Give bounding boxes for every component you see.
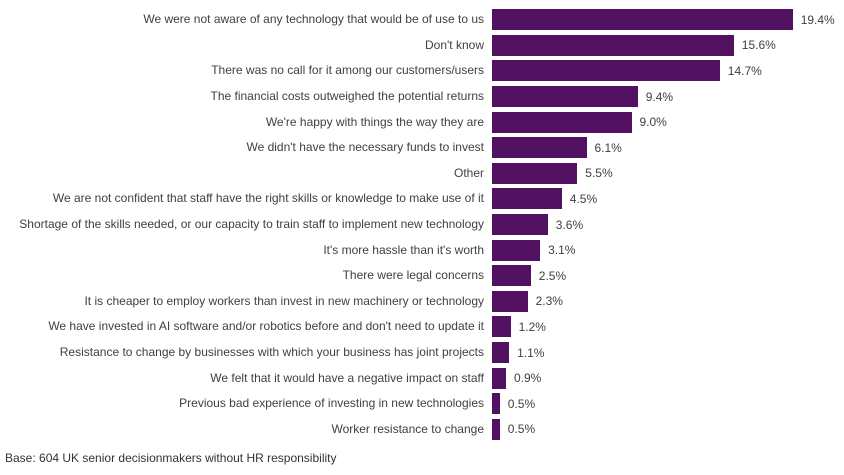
category-label: Previous bad experience of investing in …: [179, 396, 484, 411]
category-label: It's more hassle than it's worth: [323, 242, 484, 257]
bar-row: Shortage of the skills needed, or our ca…: [0, 212, 844, 238]
bar-track: 0.9%: [492, 367, 542, 389]
category-label: We were not aware of any technology that…: [143, 12, 484, 27]
bar-track: 6.1%: [492, 137, 622, 159]
bar-track: 4.5%: [492, 188, 598, 210]
value-label: 4.5%: [569, 191, 598, 206]
value-label: 0.9%: [514, 371, 542, 386]
bar: [492, 188, 562, 210]
category-label: Worker resistance to change: [331, 421, 484, 436]
bar: [492, 60, 720, 82]
bar-track: 9.4%: [492, 86, 674, 108]
value-label: 9.0%: [639, 115, 667, 130]
category-label: We didn't have the necessary funds to in…: [246, 140, 484, 155]
value-label: 5.5%: [585, 166, 613, 181]
bar-row: We felt that it would have a negative im…: [0, 365, 844, 391]
bar-track: 0.5%: [492, 393, 536, 415]
value-label: 1.2%: [518, 319, 546, 334]
bar: [492, 86, 638, 108]
bar-track: 15.6%: [492, 34, 776, 56]
category-label: It is cheaper to employ workers than inv…: [84, 293, 484, 308]
category-label: We're happy with things the way they are: [265, 114, 484, 129]
horizontal-bar-chart: We were not aware of any technology that…: [0, 7, 844, 442]
bar-row: We're happy with things the way they are…: [0, 109, 844, 135]
bar-row: Previous bad experience of investing in …: [0, 391, 844, 417]
bar: [492, 265, 531, 287]
category-label: The financial costs outweighed the poten…: [210, 88, 485, 103]
bar: [492, 367, 506, 389]
category-label: There was no call for it among our custo…: [211, 63, 484, 78]
bar-track: 9.0%: [492, 111, 667, 133]
category-label: We felt that it would have a negative im…: [210, 370, 484, 385]
bar-row: There was no call for it among our custo…: [0, 58, 844, 84]
category-label: There were legal concerns: [342, 268, 484, 283]
bar-row: We were not aware of any technology that…: [0, 7, 844, 33]
bar-track: 1.2%: [492, 316, 546, 338]
bar-row: Other 5.5%: [0, 161, 844, 187]
bar: [492, 316, 511, 338]
bar-track: 14.7%: [492, 60, 762, 82]
bar-row: Resistance to change by businesses with …: [0, 340, 844, 366]
category-label: We are not confident that staff have the…: [52, 191, 484, 206]
value-label: 19.4%: [800, 12, 835, 27]
bar-track: 3.6%: [492, 214, 584, 236]
category-label: We have invested in AI software and/or r…: [48, 319, 484, 334]
bar-row: It's more hassle than it's worth 3.1%: [0, 237, 844, 263]
category-label: Don't know: [425, 37, 484, 52]
bar-row: There were legal concerns 2.5%: [0, 263, 844, 289]
bar-track: 19.4%: [492, 9, 835, 31]
value-label: 9.4%: [645, 89, 674, 104]
value-label: 15.6%: [741, 38, 776, 53]
base-note: Base: 604 UK senior decisionmakers witho…: [5, 451, 337, 465]
bar: [492, 34, 734, 56]
bar: [492, 214, 548, 236]
value-label: 3.1%: [548, 243, 576, 258]
bar: [492, 418, 500, 440]
bar: [492, 162, 578, 184]
value-label: 3.6%: [555, 217, 584, 232]
bar-track: 2.5%: [492, 265, 567, 287]
bar-track: 3.1%: [492, 239, 576, 261]
category-label: Shortage of the skills needed, or our ca…: [19, 216, 484, 231]
value-label: 14.7%: [727, 63, 762, 78]
bar-row: Don't know 15.6%: [0, 33, 844, 59]
category-label: Other: [453, 165, 484, 180]
bar-row: We are not confident that staff have the…: [0, 186, 844, 212]
value-label: 0.5%: [507, 396, 536, 411]
bar-row: It is cheaper to employ workers than inv…: [0, 289, 844, 315]
category-label: Resistance to change by businesses with …: [59, 344, 484, 359]
value-label: 6.1%: [594, 140, 622, 155]
bar-track: 1.1%: [492, 342, 545, 364]
bar-row: Worker resistance to change 0.5%: [0, 417, 844, 443]
bar-row: We have invested in AI software and/or r…: [0, 314, 844, 340]
bar: [492, 290, 528, 312]
bar-track: 5.5%: [492, 162, 613, 184]
bar: [492, 393, 500, 415]
bar: [492, 111, 632, 133]
bar-row: The financial costs outweighed the poten…: [0, 84, 844, 110]
value-label: 0.5%: [507, 422, 536, 437]
bar-track: 2.3%: [492, 290, 563, 312]
bar: [492, 137, 587, 159]
bar: [492, 342, 510, 364]
bar: [492, 239, 541, 261]
value-label: 1.1%: [517, 345, 545, 360]
bar-row: We didn't have the necessary funds to in…: [0, 135, 844, 161]
bar: [492, 9, 793, 31]
bar-track: 0.5%: [492, 418, 536, 440]
value-label: 2.5%: [538, 268, 567, 283]
value-label: 2.3%: [535, 294, 563, 309]
